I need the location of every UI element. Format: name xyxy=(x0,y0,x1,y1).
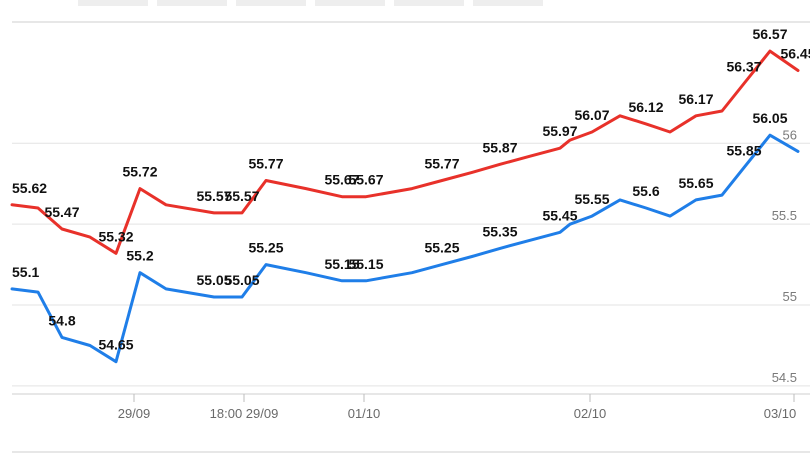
data-label: 55.45 xyxy=(542,207,577,223)
data-label: 56.07 xyxy=(574,107,609,123)
data-label: 55.05 xyxy=(196,272,231,288)
data-label: 56.05 xyxy=(752,110,787,126)
tab-placeholder[interactable] xyxy=(236,0,306,6)
y-tick-label: 55 xyxy=(783,289,797,304)
data-label: 55.72 xyxy=(122,164,157,180)
data-label: 55.6 xyxy=(632,183,659,199)
data-label: 55.97 xyxy=(542,123,577,139)
data-label: 55.47 xyxy=(44,204,79,220)
data-label: 56.45 xyxy=(780,46,810,62)
top-tabs-strip xyxy=(78,0,543,6)
grid-lines xyxy=(12,142,810,387)
data-label: 55.87 xyxy=(482,139,517,155)
data-label: 55.62 xyxy=(12,180,47,196)
data-label: 55.85 xyxy=(726,143,761,159)
x-tick-label: 29/09 xyxy=(118,406,151,421)
y-tick-label: 54.5 xyxy=(772,370,797,385)
data-label: 54.8 xyxy=(48,312,75,328)
data-label: 55.57 xyxy=(196,188,231,204)
data-label: 55.15 xyxy=(348,256,383,272)
data-label: 55.05 xyxy=(224,272,259,288)
tab-placeholder[interactable] xyxy=(315,0,385,6)
tab-placeholder[interactable] xyxy=(78,0,148,6)
x-axis: 29/09 18:00 29/09 01/10 02/10 03/10 xyxy=(118,394,797,421)
data-label: 55.67 xyxy=(348,172,383,188)
series-line-sell xyxy=(10,49,800,255)
data-label: 55.25 xyxy=(424,240,459,256)
data-label: 55.67 xyxy=(324,172,359,188)
data-label: 55.77 xyxy=(424,156,459,172)
x-tick-label: 01/10 xyxy=(348,406,381,421)
data-label: 56.12 xyxy=(628,99,663,115)
data-label: 55.32 xyxy=(98,228,133,244)
tab-placeholder[interactable] xyxy=(157,0,227,6)
data-label: 55.15 xyxy=(324,256,359,272)
series-lines xyxy=(10,49,800,364)
tab-placeholder[interactable] xyxy=(394,0,464,6)
x-tick-label: 02/10 xyxy=(574,406,607,421)
data-label: 56.17 xyxy=(678,91,713,107)
tab-placeholder[interactable] xyxy=(473,0,543,6)
data-label: 56.37 xyxy=(726,59,761,75)
x-tick-label: 18:00 29/09 xyxy=(210,406,279,421)
y-tick-label: 56 xyxy=(783,127,797,142)
y-tick-label: 55.5 xyxy=(772,208,797,223)
series-line-buy xyxy=(10,133,800,364)
data-label: 55.35 xyxy=(482,223,517,239)
data-label: 55.65 xyxy=(678,175,713,191)
data-label: 55.2 xyxy=(126,248,153,264)
data-label: 55.77 xyxy=(248,156,283,172)
data-label: 55.25 xyxy=(248,240,283,256)
data-label: 55.55 xyxy=(574,191,609,207)
data-label: 55.1 xyxy=(12,264,39,280)
x-tick-label: 03/10 xyxy=(764,406,797,421)
data-label: 54.65 xyxy=(98,337,133,353)
data-label: 56.57 xyxy=(752,26,787,42)
data-label: 55.57 xyxy=(224,188,259,204)
y-axis: 54.5 55 55.5 56 xyxy=(772,127,797,385)
